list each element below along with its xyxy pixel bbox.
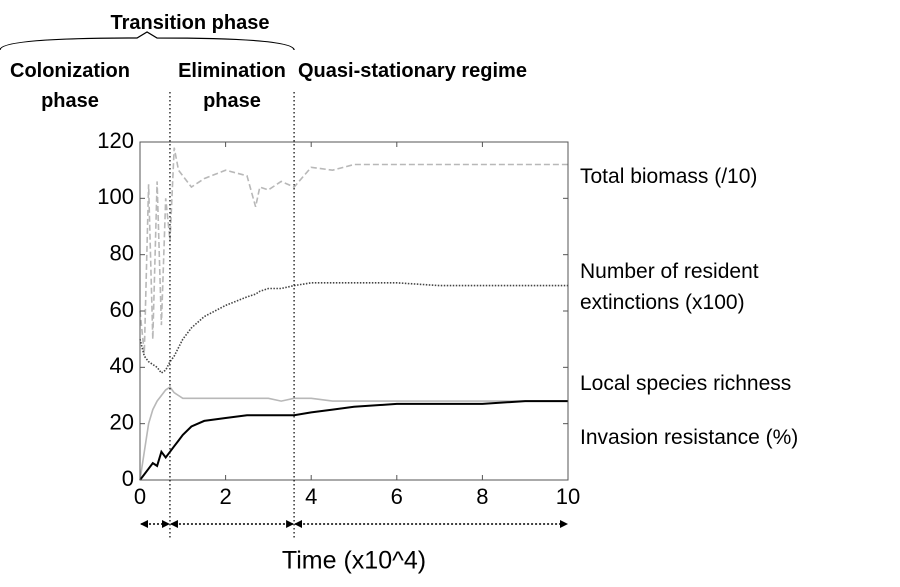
transition-label: Transition phase: [110, 12, 270, 34]
y-tick-label: 60: [110, 297, 134, 322]
y-tick-label: 80: [110, 240, 134, 265]
x-tick-label: 4: [305, 484, 317, 509]
plot-frame: [139, 141, 569, 481]
x-axis-label: Time (x10^4): [282, 547, 426, 575]
y-tick-label: 100: [97, 184, 134, 209]
transition-brace: [0, 31, 295, 51]
y-tick-label: 40: [110, 353, 134, 378]
quasi-label: Quasi-stationary regime: [298, 60, 527, 82]
elimination-label: Elimination phase: [178, 60, 286, 112]
series-label: Total biomass (/10): [580, 165, 758, 188]
series-label: Local species richness: [580, 372, 792, 395]
x-tick-label: 8: [476, 484, 488, 509]
x-tick-label: 10: [556, 484, 580, 509]
colonization-label: Colonization phase: [10, 60, 130, 112]
series-line: [139, 400, 568, 481]
x-tick-label: 2: [219, 484, 231, 509]
series-line: [139, 282, 568, 375]
series-line: [139, 147, 568, 354]
y-tick-label: 120: [97, 128, 134, 153]
series-label: Number of resident extinctions (x100): [580, 260, 759, 314]
x-tick-label: 6: [391, 484, 403, 509]
y-tick-label: 0: [122, 466, 134, 491]
y-tick-label: 20: [110, 409, 134, 434]
series-line: [139, 386, 568, 481]
x-tick-label: 0: [134, 484, 146, 509]
series-label: Invasion resistance (%): [580, 426, 799, 449]
